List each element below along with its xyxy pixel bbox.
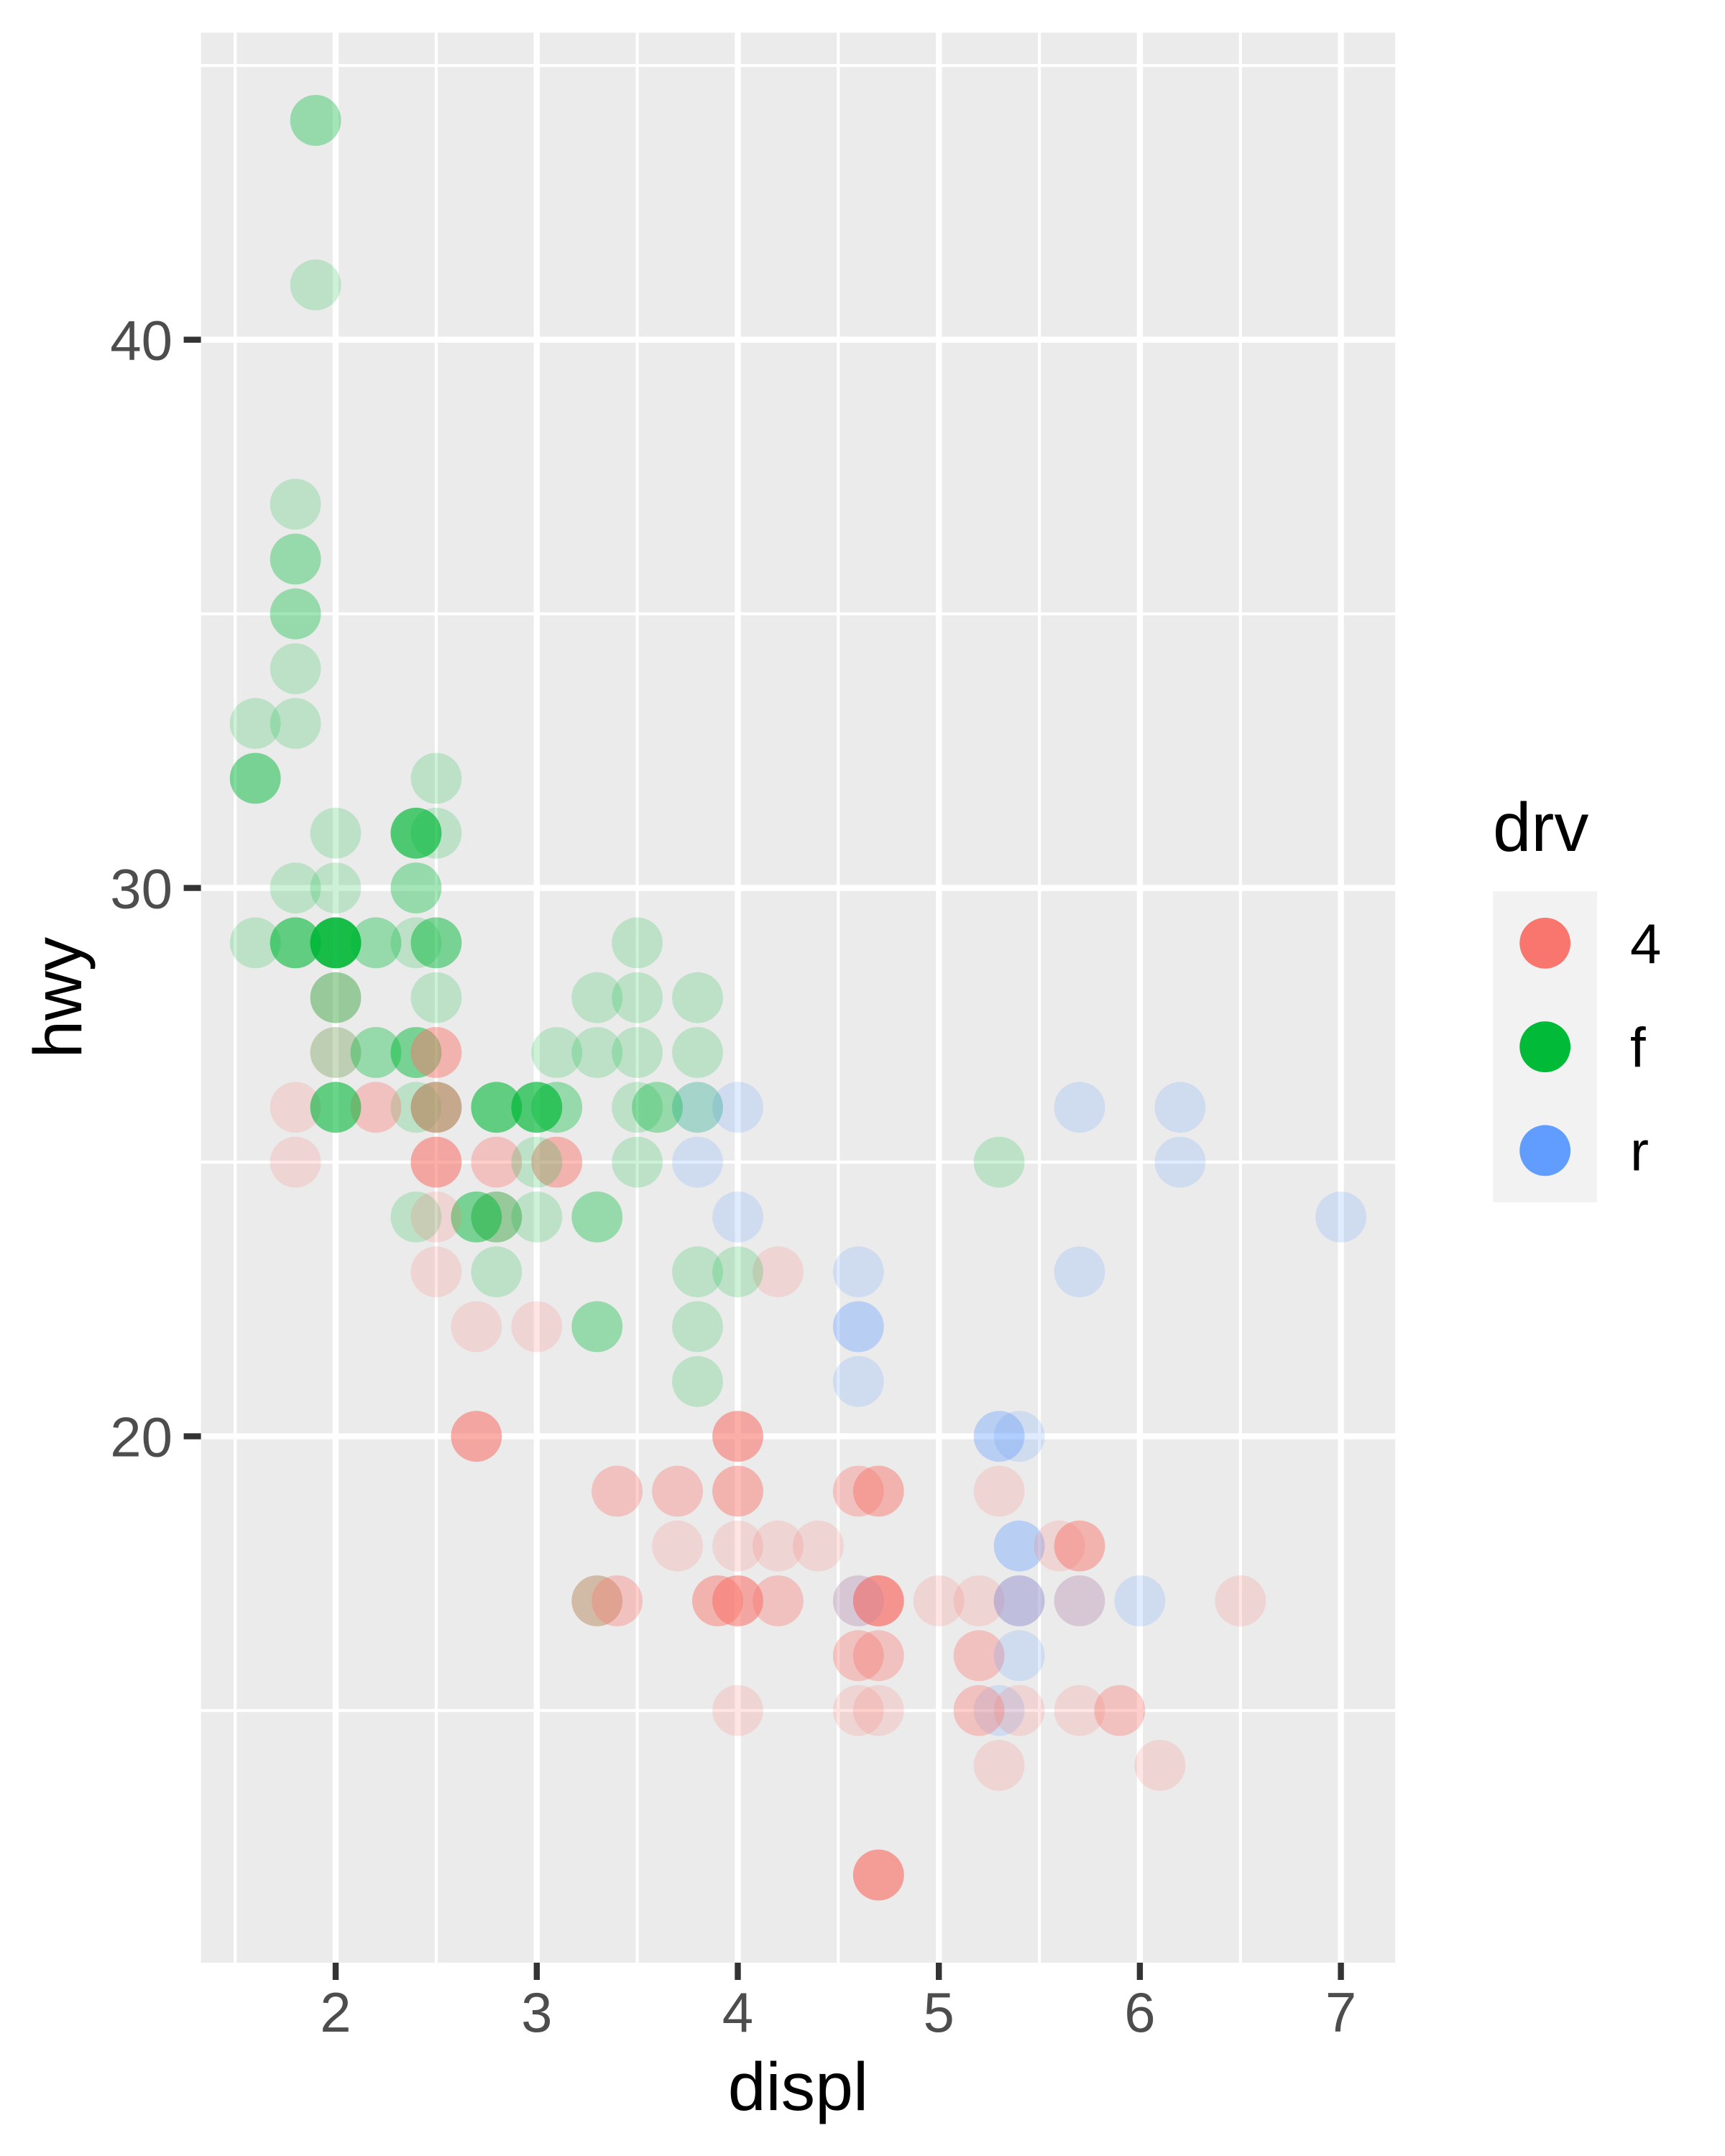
svg-text:20: 20 xyxy=(110,1405,172,1468)
svg-text:hwy: hwy xyxy=(20,936,96,1058)
svg-text:7: 7 xyxy=(1325,1981,1356,2044)
svg-text:30: 30 xyxy=(110,857,172,920)
svg-text:40: 40 xyxy=(110,308,172,372)
svg-text:2: 2 xyxy=(320,1981,351,2044)
svg-text:4: 4 xyxy=(722,1981,753,2044)
svg-text:drv: drv xyxy=(1493,789,1588,866)
svg-text:r: r xyxy=(1630,1120,1649,1183)
svg-text:6: 6 xyxy=(1124,1981,1155,2044)
svg-text:displ: displ xyxy=(728,2049,868,2125)
svg-text:4: 4 xyxy=(1630,912,1661,975)
svg-text:5: 5 xyxy=(924,1981,954,2044)
svg-text:3: 3 xyxy=(521,1981,552,2044)
svg-text:f: f xyxy=(1630,1015,1646,1079)
